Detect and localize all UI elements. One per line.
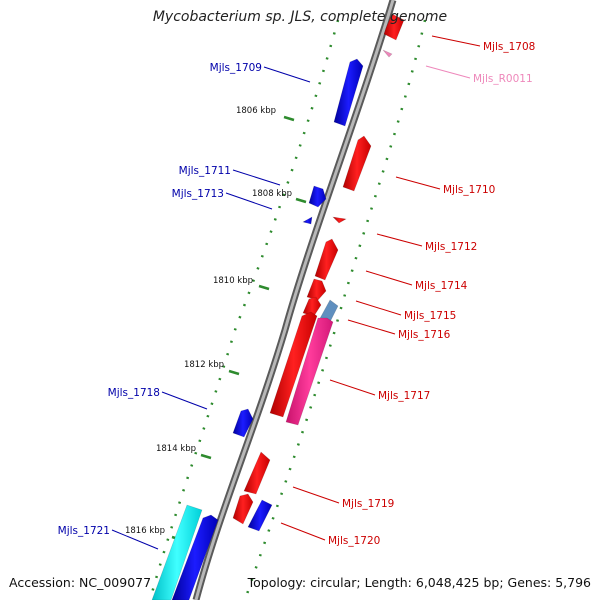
gene-mjls-1717[interactable] xyxy=(285,317,334,426)
leader-line xyxy=(355,300,402,316)
label-mjls-1710: Mjls_1710 xyxy=(395,176,495,196)
gene-mjls-1711[interactable] xyxy=(308,185,327,208)
gene-label-text[interactable]: Mjls_1717 xyxy=(378,390,430,402)
leader-line xyxy=(111,529,159,550)
leader-line xyxy=(347,319,396,335)
label-mjls-1717: Mjls_1717 xyxy=(329,379,430,402)
tick-5: 1814 kbp xyxy=(156,444,212,460)
gene-label-text[interactable]: Mjls_1720 xyxy=(328,535,380,547)
gene-mjls-1709[interactable] xyxy=(333,58,364,127)
label-mjls-1718: Mjls_1718 xyxy=(108,387,208,410)
label-mjls-1716: Mjls_1716 xyxy=(347,319,451,341)
gene-mjls-1708[interactable] xyxy=(383,13,405,41)
gene-mjls-1713[interactable] xyxy=(302,216,313,225)
leader-line xyxy=(431,35,481,47)
label-mjls-1713: Mjls_1713 xyxy=(172,188,273,210)
gene-label-text[interactable]: Mjls_1721 xyxy=(58,525,110,537)
inner-dotted-track xyxy=(148,19,340,601)
label-mjls-1721: Mjls_1721 xyxy=(58,525,159,550)
leader-line xyxy=(280,522,326,541)
tick-label: 1812 kbp xyxy=(184,360,224,370)
leader-line xyxy=(365,270,413,286)
tick-label: 1808 kbp xyxy=(252,189,292,199)
leader-line xyxy=(232,169,281,186)
tick-label: 1806 kbp xyxy=(236,106,276,116)
gene-mjls-1720[interactable] xyxy=(247,499,273,532)
genes xyxy=(151,13,405,601)
tick-mark xyxy=(228,369,240,376)
gene-label-text[interactable]: Mjls_R0011 xyxy=(473,73,533,85)
label-mjls-1714: Mjls_1714 xyxy=(365,270,468,292)
outer-dotted-track xyxy=(243,19,427,601)
gene-mjls-1714[interactable] xyxy=(314,238,339,281)
accession-text: Accession: NC_009077 xyxy=(9,575,152,590)
gene-mjls-1719[interactable] xyxy=(243,451,271,495)
label-mjls-r0011: Mjls_R0011 xyxy=(425,65,533,85)
tick-mark xyxy=(200,453,212,460)
label-mjls-1712: Mjls_1712 xyxy=(376,233,477,253)
leader-line xyxy=(329,379,376,396)
map-title: Mycobacterium sp. JLS, complete genome xyxy=(152,9,448,25)
tick-4: 1812 kbp xyxy=(184,360,240,376)
gene-label-text[interactable]: Mjls_1713 xyxy=(172,188,224,200)
tick-2: 1808 kbp xyxy=(252,189,307,204)
leader-line xyxy=(225,192,273,210)
gene-mjls-1719-b[interactable] xyxy=(232,493,254,525)
leader-line xyxy=(395,176,441,190)
gene-mjls-1718[interactable] xyxy=(232,408,254,438)
gene-label-text[interactable]: Mjls_1714 xyxy=(415,280,468,292)
tick-label: 1816 kbp xyxy=(125,526,165,536)
tick-label: 1810 kbp xyxy=(213,276,253,286)
gene-mjls-r0011[interactable] xyxy=(382,49,393,58)
gene-mjls-1715-a[interactable] xyxy=(306,278,327,301)
leader-line xyxy=(263,66,311,83)
leader-line xyxy=(161,391,208,410)
kbp-ticks: 1806 kbp 1808 kbp 1810 kbp 1812 kbp 1814 kbp… xyxy=(125,106,307,542)
tick-1: 1806 kbp xyxy=(236,106,295,122)
gene-mjls-1717-cds[interactable] xyxy=(269,311,318,418)
gene-mjls-1712[interactable] xyxy=(332,216,347,224)
label-mjls-1719: Mjls_1719 xyxy=(292,486,394,510)
gene-label-text[interactable]: Mjls_1710 xyxy=(443,184,495,196)
gene-label-text[interactable]: Mjls_1716 xyxy=(398,329,451,341)
backbone-arc-highlight xyxy=(194,0,395,601)
gene-label-text[interactable]: Mjls_1708 xyxy=(483,41,535,53)
label-mjls-1715: Mjls_1715 xyxy=(355,300,456,322)
genome-summary-text: Topology: circular; Length: 6,048,425 bp… xyxy=(247,575,591,590)
gene-label-text[interactable]: Mjls_1711 xyxy=(179,165,231,177)
label-mjls-1709: Mjls_1709 xyxy=(210,62,311,83)
gene-label-text[interactable]: Mjls_1712 xyxy=(425,241,477,253)
tick-mark xyxy=(295,197,307,204)
gene-label-text[interactable]: Mjls_1719 xyxy=(342,498,394,510)
label-mjls-1720: Mjls_1720 xyxy=(280,522,380,547)
gene-label-text[interactable]: Mjls_1715 xyxy=(404,310,456,322)
tick-3: 1810 kbp xyxy=(213,276,270,291)
leader-line xyxy=(376,233,423,247)
label-mjls-1711: Mjls_1711 xyxy=(179,165,281,186)
tick-mark xyxy=(258,284,270,291)
gene-label-text[interactable]: Mjls_1709 xyxy=(210,62,262,74)
label-mjls-1708: Mjls_1708 xyxy=(431,35,535,53)
gene-mjls-1710[interactable] xyxy=(342,135,372,192)
gene-label-text[interactable]: Mjls_1718 xyxy=(108,387,160,399)
tick-6: 1816 kbp xyxy=(125,526,183,542)
leader-line xyxy=(292,486,340,504)
tick-mark xyxy=(283,115,295,122)
leader-line xyxy=(425,65,471,79)
gene-labels: Mjls_1708 Mjls_R0011 Mjls_1709 Mjls_1710 Mjl… xyxy=(58,35,535,550)
tick-label: 1814 kbp xyxy=(156,444,196,454)
